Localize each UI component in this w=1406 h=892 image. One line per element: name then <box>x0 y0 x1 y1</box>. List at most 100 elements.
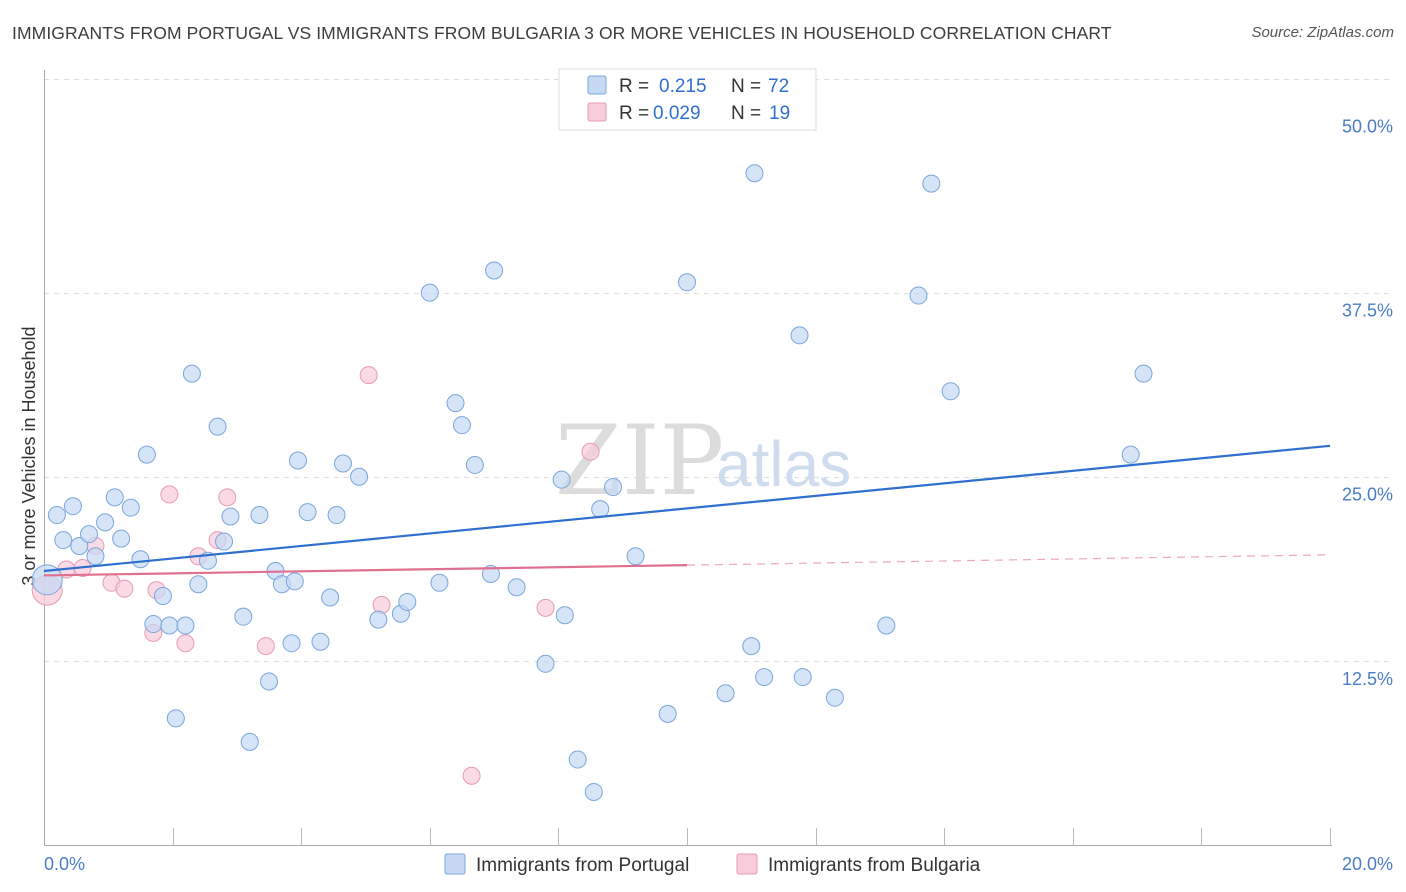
portugal-point <box>131 550 150 569</box>
portugal-point <box>260 672 279 691</box>
y-tick-label: 50.0% <box>1342 116 1393 136</box>
watermark: ZIP atlas <box>555 405 851 517</box>
portugal-point <box>369 610 388 629</box>
portugal-point <box>350 467 369 486</box>
bulgaria-point <box>176 634 195 653</box>
portugal-point <box>658 704 677 723</box>
series-legend-swatch-bulgaria <box>736 853 758 875</box>
portugal-point <box>877 616 896 635</box>
portugal-point <box>282 634 301 653</box>
bulgaria-point <box>218 488 237 507</box>
portugal-point <box>790 326 809 345</box>
trend-lines <box>43 444 1331 577</box>
chart-source: Source: ZipAtlas.com <box>1251 24 1394 41</box>
portugal-point <box>189 575 208 594</box>
portugal-point <box>208 417 227 436</box>
legend-n-value-bulgaria: 19 <box>769 103 790 124</box>
series-bulgaria-points <box>31 366 600 785</box>
portugal-point <box>793 668 812 687</box>
portugal-point <box>298 503 317 522</box>
y-tick-label: 25.0% <box>1342 485 1393 505</box>
portugal-point <box>536 654 555 673</box>
portugal-point <box>485 261 504 280</box>
portugal-point <box>825 688 844 707</box>
portugal-point <box>555 606 574 625</box>
y-tick-label: 12.5% <box>1342 669 1393 689</box>
trend-line-portugal <box>43 444 1331 573</box>
portugal-point <box>452 416 471 435</box>
bulgaria-point <box>359 366 378 385</box>
portugal-point <box>166 709 185 728</box>
legend-swatch-portugal <box>587 75 607 95</box>
bulgaria-point <box>115 579 134 598</box>
y-axis-label: 3 or more Vehicles in Household <box>19 326 39 585</box>
legend-r-value-bulgaria: 0.029 <box>653 103 701 124</box>
portugal-point <box>160 616 179 635</box>
trend-line-bulgaria-extrapolated <box>686 554 1331 566</box>
bulgaria-point <box>256 637 275 656</box>
portugal-point <box>1134 364 1153 383</box>
x-tick-label-right: 20.0% <box>1342 854 1393 874</box>
legend-n-label-portugal: N = <box>731 76 761 97</box>
portugal-point <box>327 506 346 525</box>
portugal-point <box>1121 445 1140 464</box>
trend-line-bulgaria <box>43 564 688 577</box>
portugal-point <box>552 470 571 489</box>
portugal-point <box>112 529 131 548</box>
portugal-point <box>70 536 89 555</box>
y-tick-label: 37.5% <box>1342 301 1393 321</box>
portugal-point <box>176 616 195 635</box>
portugal-point <box>105 488 124 507</box>
series-legend-label-bulgaria: Immigrants from Bulgaria <box>768 855 981 876</box>
legend-swatch-bulgaria <box>587 102 607 122</box>
portugal-point <box>420 283 439 302</box>
portugal-point <box>678 273 696 292</box>
portugal-point <box>311 632 330 651</box>
portugal-point <box>430 573 449 592</box>
x-tick-label-left: 0.0% <box>44 854 85 874</box>
x-axis-ticks <box>173 828 1331 845</box>
portugal-point <box>507 578 526 597</box>
watermark-zip: ZIP <box>555 405 724 517</box>
portugal-point <box>288 451 307 470</box>
portugal-point <box>481 564 500 583</box>
legend-r-label-bulgaria: R = <box>619 103 649 124</box>
legend-n-value-portugal: 72 <box>768 76 789 97</box>
portugal-point <box>63 497 82 516</box>
portugal-point <box>465 455 484 474</box>
legend-r-label-portugal: R = <box>619 76 649 97</box>
portugal-point <box>941 382 960 401</box>
portugal-point <box>250 506 269 525</box>
portugal-point <box>54 531 73 550</box>
bulgaria-point <box>160 485 179 504</box>
portugal-point <box>446 394 465 413</box>
portugal-point <box>86 547 105 566</box>
portugal-point <box>144 615 163 634</box>
portugal-point <box>31 564 63 596</box>
portugal-point <box>153 587 172 606</box>
y-axis-tick-labels: 12.5% 25.0% 37.5% 50.0% <box>1342 116 1393 688</box>
legend-r-value-portugal: 0.215 <box>659 76 707 97</box>
portugal-point <box>215 532 234 551</box>
portugal-point <box>716 684 735 703</box>
bulgaria-point <box>372 595 391 614</box>
portugal-point <box>626 547 645 566</box>
portugal-point <box>568 750 587 769</box>
portugal-point <box>240 732 259 751</box>
portugal-point <box>121 498 140 517</box>
chart-title: IMMIGRANTS FROM PORTUGAL VS IMMIGRANTS F… <box>12 23 1112 43</box>
portugal-point <box>909 286 928 305</box>
portugal-point <box>745 164 764 183</box>
series-legend-label-portugal: Immigrants from Portugal <box>476 855 689 876</box>
portugal-point <box>285 572 304 591</box>
series-portugal-points <box>31 164 1153 801</box>
bulgaria-point <box>581 442 600 461</box>
legend-n-label-bulgaria: N = <box>731 103 761 124</box>
series-legend-swatch-portugal <box>444 853 466 875</box>
bulgaria-point <box>536 598 555 617</box>
portugal-point <box>584 782 603 801</box>
portugal-point <box>221 507 240 526</box>
gridlines <box>44 79 1393 662</box>
portugal-point <box>321 588 340 607</box>
